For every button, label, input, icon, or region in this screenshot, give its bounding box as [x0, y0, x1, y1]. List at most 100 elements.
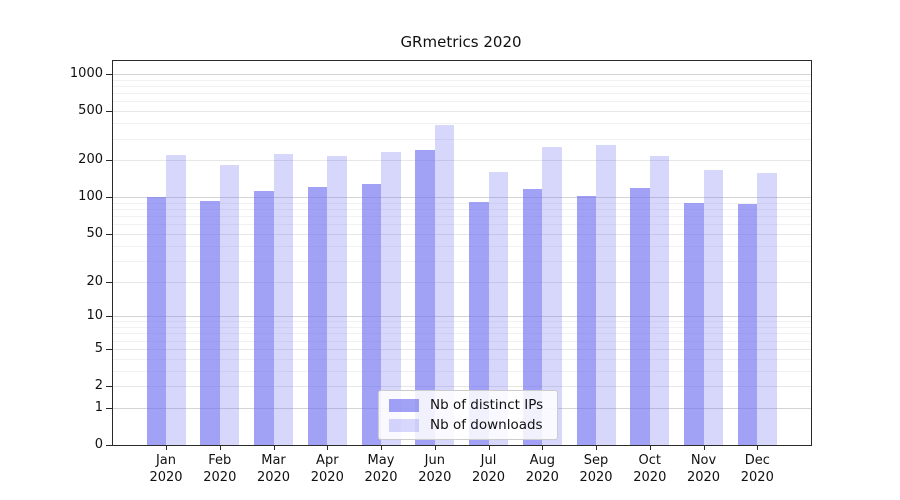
- x-tick-label-aug: Aug 2020: [525, 453, 559, 485]
- x-tick-label-sep: Sep 2020: [579, 453, 613, 485]
- bar-downloads-apr: [327, 156, 347, 445]
- gridline-10: [113, 316, 811, 318]
- bar-distinct-ips-feb: [200, 200, 220, 445]
- bar-downloads-jan: [166, 155, 186, 445]
- bar-distinct-ips-aug: [522, 188, 543, 445]
- x-tick-sep: [596, 445, 597, 450]
- gridline-8: [113, 327, 811, 328]
- gridline-50: [113, 233, 811, 235]
- gridline-30: [113, 260, 811, 262]
- y-tick-200: [106, 160, 113, 162]
- bar-downloads-may: [381, 151, 401, 445]
- y-tick-label-5: 5: [94, 340, 103, 356]
- gridline-700: [113, 93, 811, 95]
- y-tick-label-50: 50: [86, 225, 103, 241]
- y-tick-label-2: 2: [94, 378, 103, 393]
- y-tick-100: [106, 197, 113, 199]
- bar-downloads-jun: [434, 124, 455, 445]
- x-tick-nov: [703, 445, 705, 450]
- bar-downloads-jul: [488, 171, 508, 445]
- y-tick-0: [106, 445, 113, 446]
- gridline-80: [113, 209, 811, 210]
- plot-area: Jan 2020 Feb 2020 Mar 2020 Apr 2020 May 2020 Jun 20…: [70, 60, 812, 485]
- x-tick-jun: [434, 445, 436, 450]
- bar-downloads-oct: [649, 155, 670, 445]
- bar-distinct-ips-sep: [576, 195, 596, 445]
- x-tick-jul: [488, 445, 490, 450]
- gridline-300: [113, 138, 811, 140]
- x-tick-label-apr: Apr 2020: [310, 453, 344, 485]
- legend: Nb of distinct IPs Nb of downloads: [378, 390, 559, 440]
- gridline-100: [113, 197, 811, 199]
- y-tick-label-200: 200: [78, 152, 103, 168]
- y-tick-label-10: 10: [86, 308, 103, 324]
- legend-entry-distinct-ips: Nb of distinct IPs: [389, 397, 543, 413]
- bar-distinct-ips-jun: [415, 150, 435, 445]
- x-tick-label-jan: Jan 2020: [149, 453, 183, 485]
- gridline-60: [113, 224, 811, 226]
- gridline-3: [113, 370, 811, 372]
- y-tick-1000: [106, 74, 113, 75]
- x-tick-label-oct: Oct 2020: [633, 453, 667, 485]
- gridline-800: [113, 86, 811, 87]
- bar-distinct-ips-oct: [630, 188, 650, 445]
- legend-entry-downloads: Nb of downloads: [389, 417, 543, 433]
- gridline-900: [113, 79, 811, 81]
- x-tick-jan: [166, 445, 167, 450]
- y-tick-500: [106, 111, 113, 113]
- gridline-2: [113, 386, 811, 387]
- x-tick-label-jul: Jul 2020: [471, 453, 506, 485]
- x-tick-feb: [219, 445, 221, 450]
- legend-label-downloads: Nb of downloads: [430, 417, 543, 433]
- gridline-90: [113, 202, 811, 204]
- gridline-70: [113, 216, 811, 218]
- gridline-1000: [113, 74, 811, 75]
- gridline-7: [113, 333, 811, 335]
- y-tick-label-20: 20: [86, 273, 103, 289]
- y-tick-50: [106, 233, 113, 235]
- x-tick-label-dec: Dec 2020: [740, 453, 774, 485]
- gridline-6: [113, 340, 811, 342]
- chart-title: GRmetrics 2020: [400, 33, 522, 51]
- y-tick-1: [106, 407, 113, 409]
- gridline-4: [113, 358, 811, 360]
- x-tick-may: [381, 445, 382, 450]
- x-tick-label-may: May 2020: [364, 453, 398, 485]
- bar-distinct-ips-jul: [469, 202, 489, 445]
- legend-swatch-downloads: [389, 418, 419, 432]
- bar-distinct-ips-apr: [307, 187, 328, 445]
- gridline-9: [113, 321, 811, 323]
- gridline-20: [113, 281, 811, 283]
- legend-label-distinct-ips: Nb of distinct IPs: [430, 397, 544, 413]
- gridline-600: [113, 101, 811, 103]
- bar-downloads-sep: [596, 144, 616, 445]
- y-tick-label-0: 0: [94, 437, 103, 452]
- x-tick-oct: [649, 445, 651, 450]
- gridline-400: [113, 123, 811, 125]
- bar-distinct-ips-jan: [146, 197, 166, 445]
- gridline-40: [113, 245, 811, 247]
- gridline-200: [113, 160, 811, 162]
- y-tick-10: [106, 316, 113, 318]
- y-tick-2: [106, 386, 113, 387]
- bar-downloads-mar: [273, 154, 293, 445]
- y-tick-label-1: 1: [94, 399, 103, 415]
- y-tick-5: [106, 348, 113, 350]
- x-tick-mar: [273, 445, 275, 450]
- x-tick-apr: [327, 445, 329, 450]
- x-tick-label-feb: Feb 2020: [203, 453, 237, 485]
- gridline-500: [113, 111, 811, 113]
- bar-distinct-ips-dec: [737, 204, 758, 445]
- x-tick-label-jun: Jun 2020: [418, 453, 452, 485]
- y-tick-label-1000: 1000: [69, 66, 103, 81]
- x-tick-dec: [757, 445, 759, 450]
- gridline-5: [113, 348, 811, 350]
- bar-downloads-feb: [219, 165, 240, 445]
- x-tick-aug: [542, 445, 544, 450]
- y-tick-label-100: 100: [78, 189, 103, 205]
- bar-distinct-ips-may: [361, 184, 381, 445]
- bar-distinct-ips-nov: [684, 202, 704, 445]
- y-tick-20: [106, 281, 113, 283]
- x-tick-label-mar: Mar 2020: [256, 453, 291, 485]
